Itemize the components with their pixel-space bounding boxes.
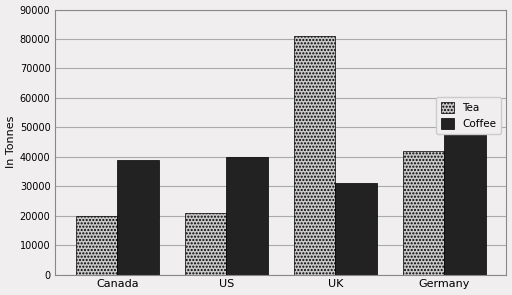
Bar: [117, 160, 159, 275]
Y-axis label: In Tonnes: In Tonnes: [6, 116, 15, 168]
Legend: Tea, Coffee: Tea, Coffee: [436, 97, 501, 134]
Bar: [444, 124, 486, 275]
Bar: [226, 157, 268, 275]
Bar: [76, 216, 117, 275]
Bar: [403, 151, 444, 275]
Bar: [185, 213, 226, 275]
Bar: [335, 183, 377, 275]
Bar: [294, 36, 335, 275]
